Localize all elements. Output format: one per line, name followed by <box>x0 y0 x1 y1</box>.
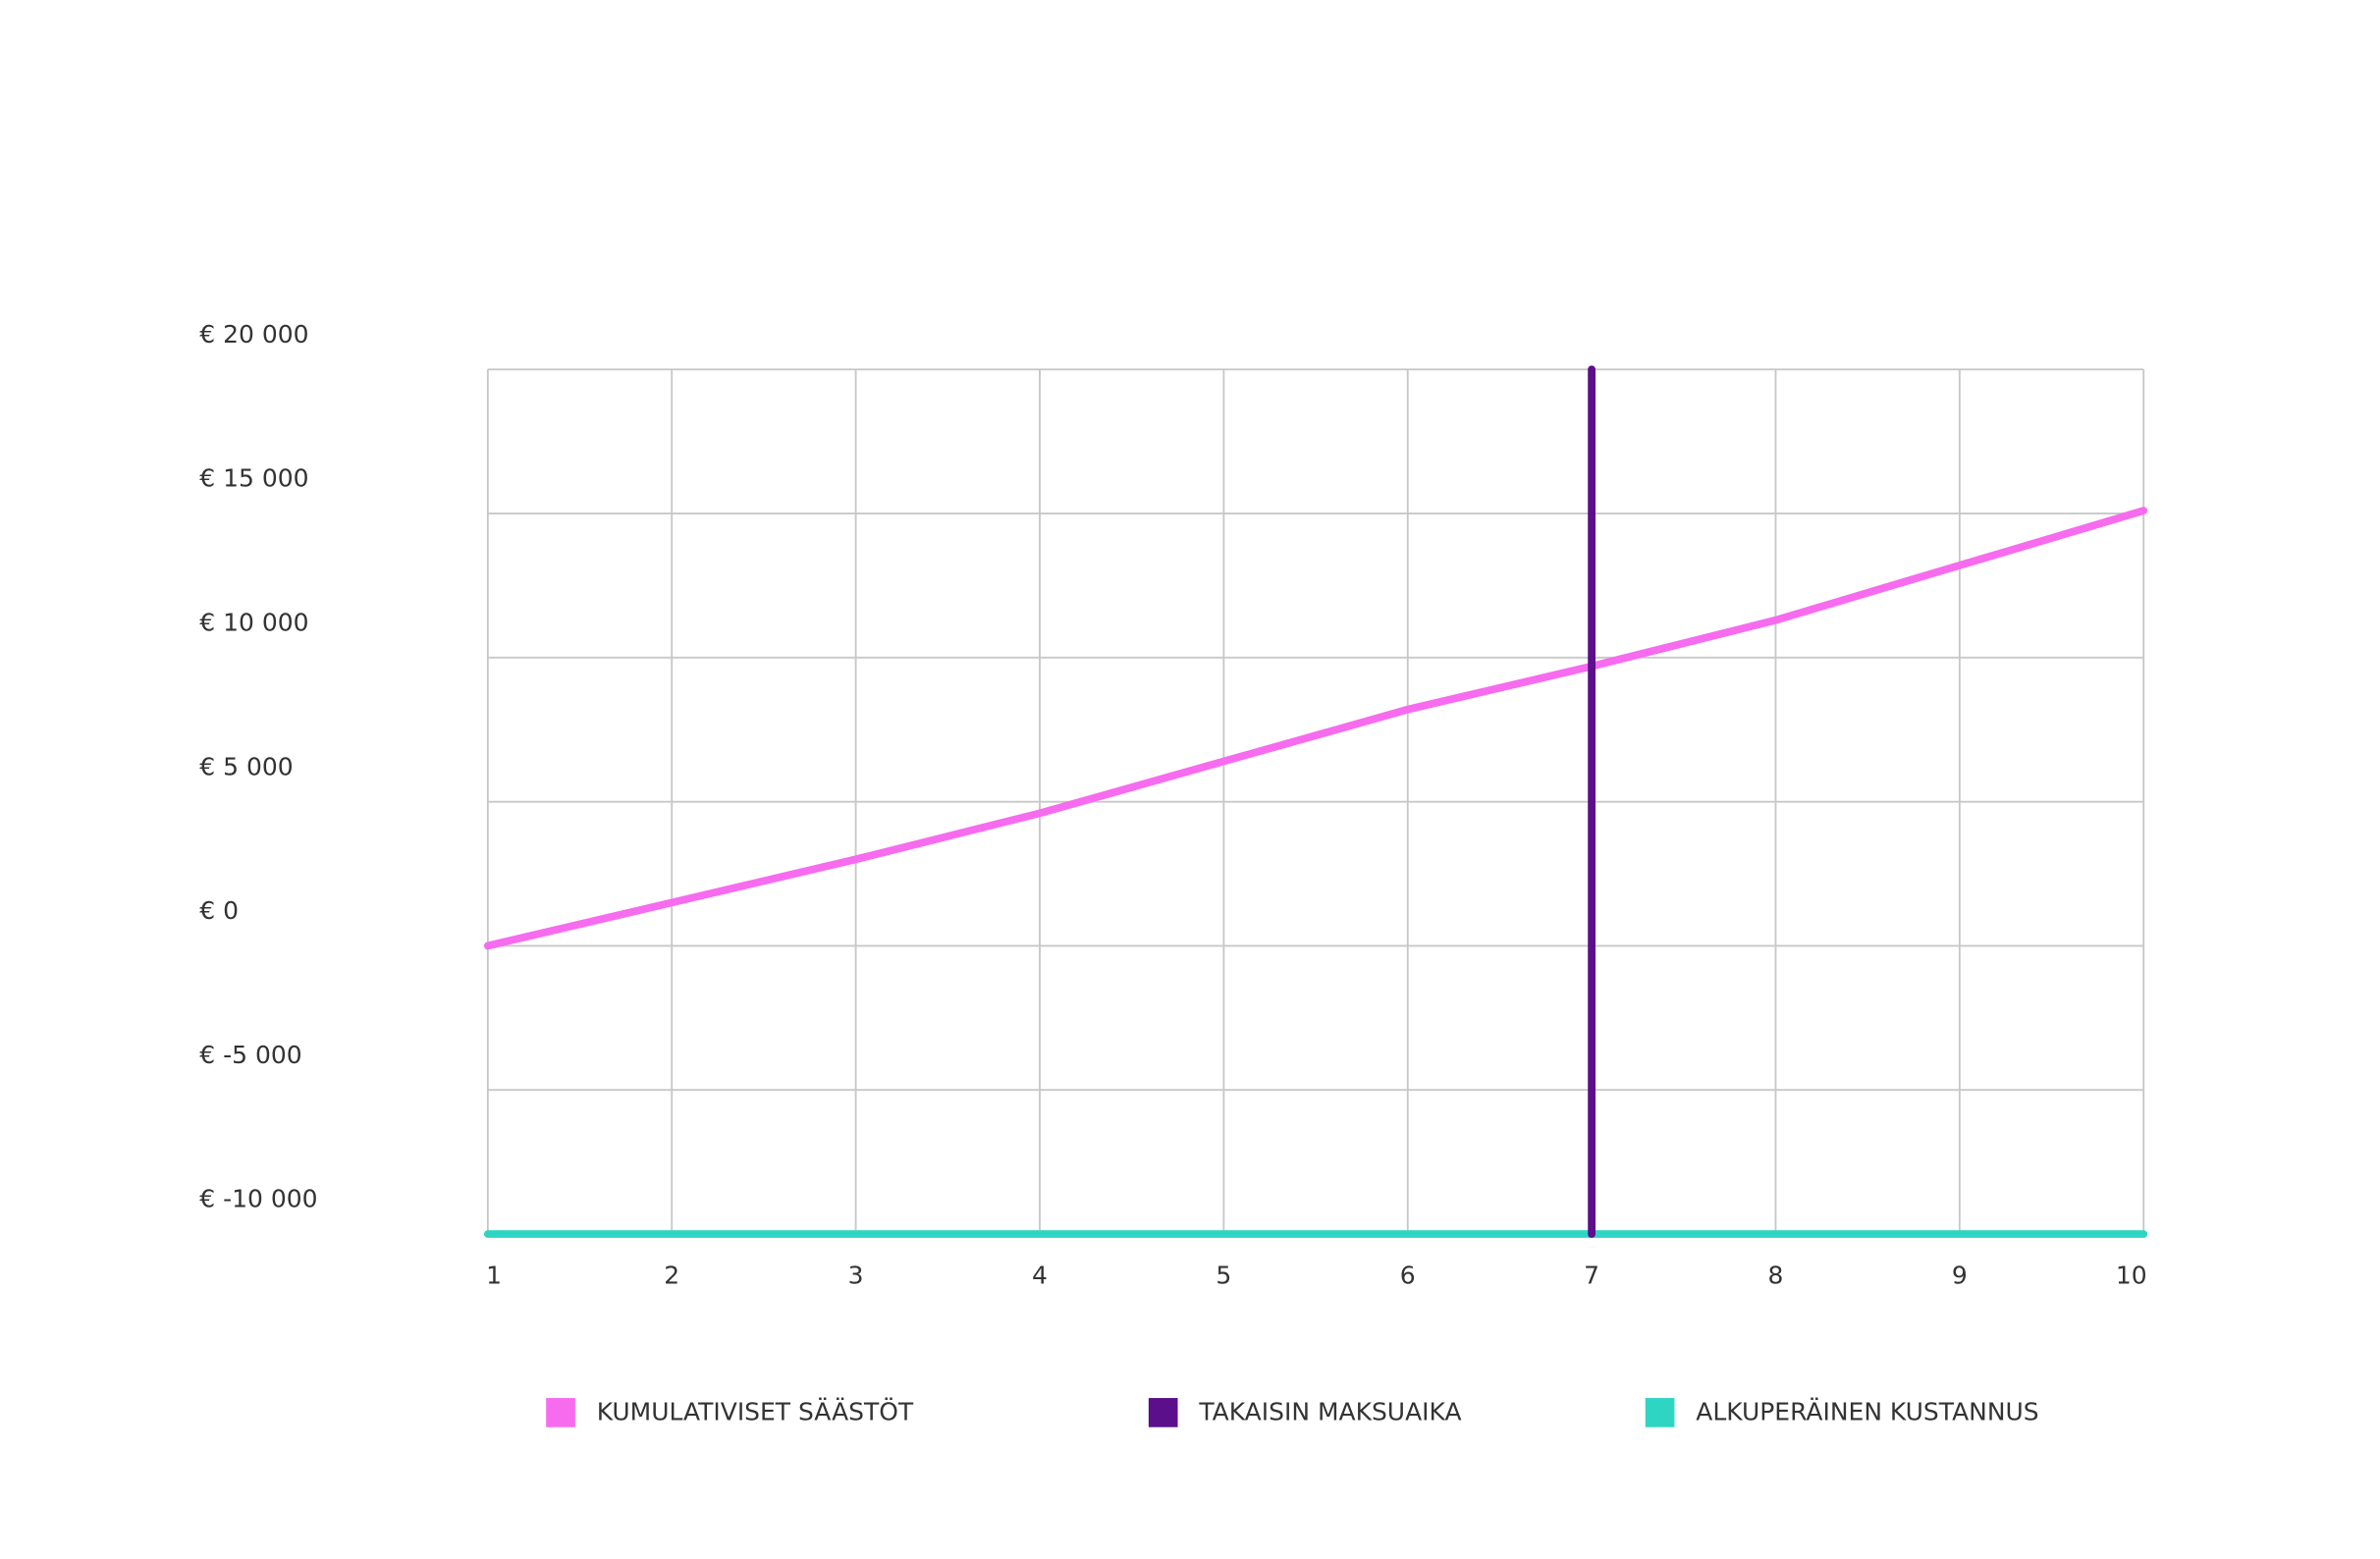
x-tick-label: 4 <box>1032 1262 1048 1290</box>
y-tick-label: € 20 000 <box>199 320 308 349</box>
x-tick-label: 10 <box>2116 1262 2147 1290</box>
y-tick-label: € 10 000 <box>199 609 308 637</box>
series-line <box>483 507 2148 950</box>
x-tick-label: 6 <box>1400 1262 1416 1290</box>
y-tick-label: € -5 000 <box>199 1041 301 1069</box>
y-tick-label: € -10 000 <box>199 1185 317 1213</box>
y-tick-label: € 0 <box>199 896 239 925</box>
y-tick-label: € 15 000 <box>199 464 308 493</box>
x-tick-label: 8 <box>1768 1262 1784 1290</box>
legend-swatch <box>1148 1398 1178 1427</box>
y-tick-label: € 5 000 <box>199 752 293 780</box>
x-tick-label: 5 <box>1216 1262 1231 1290</box>
legend-label: TAKAISIN MAKSUAIKA <box>1198 1398 1461 1426</box>
legend-swatch <box>1645 1398 1675 1427</box>
x-tick-label: 3 <box>848 1262 864 1290</box>
x-tick-label: 9 <box>1952 1262 1968 1290</box>
legend-label: KUMULATIVISET SÄÄSTÖT <box>597 1398 914 1426</box>
legend-label: ALKUPERÄINEN KUSTANNUS <box>1696 1398 2038 1426</box>
x-tick-label: 7 <box>1584 1262 1599 1290</box>
x-tick-label: 1 <box>486 1262 502 1290</box>
x-tick-label: 2 <box>664 1262 679 1290</box>
legend-swatch <box>546 1398 575 1427</box>
